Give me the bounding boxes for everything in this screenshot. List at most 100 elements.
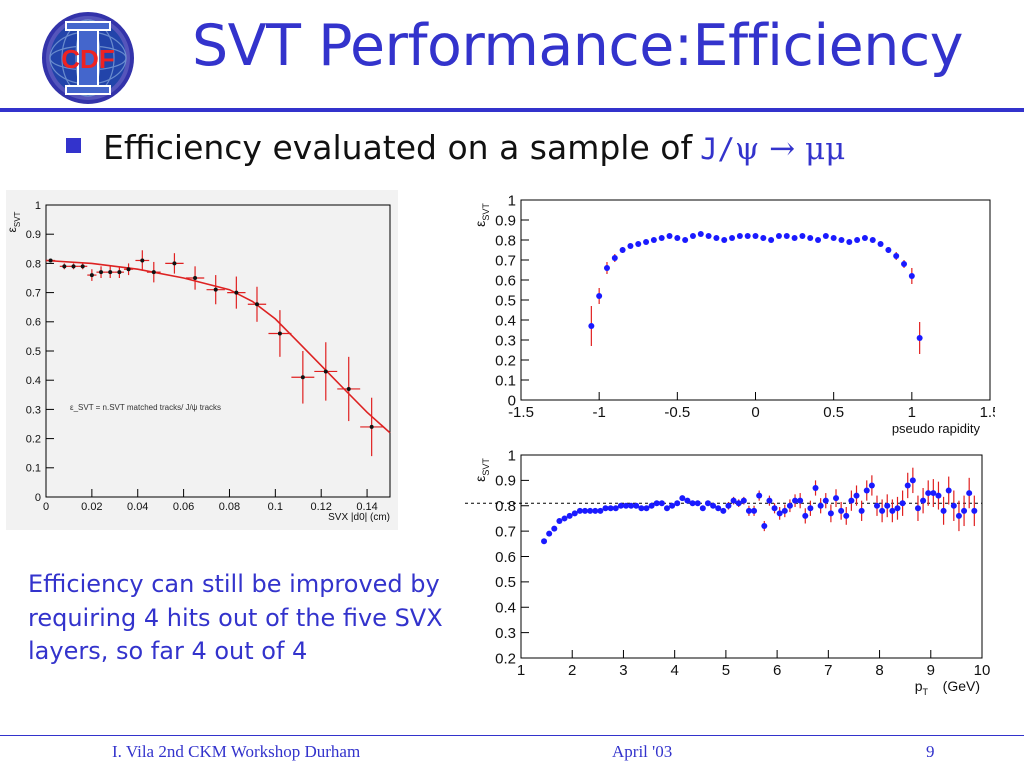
x-tick-label: 0.04 bbox=[127, 501, 148, 513]
data-point bbox=[889, 507, 896, 514]
y-tick-label: 0.9 bbox=[495, 212, 516, 229]
x-tick-label: -1.5 bbox=[508, 404, 534, 421]
data-point bbox=[909, 477, 916, 484]
data-point bbox=[588, 323, 595, 329]
data-point bbox=[607, 505, 614, 512]
data-point bbox=[617, 502, 624, 509]
data-point bbox=[950, 502, 957, 509]
data-point bbox=[858, 507, 865, 514]
y-tick-label: 0.1 bbox=[26, 463, 41, 475]
data-point bbox=[868, 482, 875, 489]
data-point bbox=[736, 233, 743, 239]
y-tick-label: 0.4 bbox=[495, 600, 516, 617]
data-point bbox=[863, 487, 870, 494]
data-point bbox=[254, 302, 259, 307]
data-point bbox=[666, 233, 673, 239]
x-tick-label: 6 bbox=[773, 662, 781, 679]
axis-label: pT bbox=[915, 678, 929, 695]
x-tick-label: 3 bbox=[619, 662, 627, 679]
data-point bbox=[597, 507, 604, 514]
y-tick-label: 0.8 bbox=[495, 232, 516, 249]
data-point bbox=[766, 497, 773, 504]
data-point bbox=[817, 502, 824, 509]
y-tick-label: 0 bbox=[508, 392, 516, 409]
data-point bbox=[715, 505, 722, 512]
data-point bbox=[213, 287, 218, 292]
bullet-square-icon bbox=[66, 138, 81, 153]
axis-label: εSVT bbox=[472, 203, 491, 227]
data-point bbox=[815, 237, 822, 243]
data-point bbox=[300, 375, 305, 380]
data-point bbox=[603, 265, 610, 271]
data-point bbox=[761, 523, 768, 530]
data-point bbox=[802, 512, 809, 519]
data-point bbox=[775, 233, 782, 239]
data-point bbox=[658, 235, 665, 241]
x-tick-label: 9 bbox=[927, 662, 935, 679]
data-point bbox=[323, 369, 328, 374]
data-point bbox=[735, 500, 742, 507]
data-point bbox=[663, 505, 670, 512]
data-point bbox=[627, 243, 634, 249]
y-tick-label: 0.7 bbox=[495, 523, 516, 540]
y-tick-label: 0.2 bbox=[26, 433, 41, 445]
data-point bbox=[830, 235, 837, 241]
data-point bbox=[99, 270, 104, 275]
footer-page-number: 9 bbox=[926, 742, 935, 761]
cdf-logo-text: CDF bbox=[61, 44, 114, 74]
data-point bbox=[71, 264, 76, 269]
x-tick-label: -1 bbox=[592, 404, 605, 421]
y-tick-label: 0.9 bbox=[495, 473, 516, 490]
data-point bbox=[674, 235, 681, 241]
data-point bbox=[689, 233, 696, 239]
y-tick-label: 0.2 bbox=[495, 352, 516, 369]
data-point bbox=[854, 237, 861, 243]
data-point bbox=[277, 331, 282, 336]
data-point bbox=[833, 495, 840, 502]
data-point bbox=[193, 276, 198, 280]
data-point bbox=[682, 237, 689, 243]
data-point bbox=[744, 233, 751, 239]
slide-title: SVT Performance:Efficiency bbox=[192, 13, 963, 79]
bullet-line: Efficiency evaluated on a sample of J/ψ →… bbox=[103, 129, 845, 166]
data-point bbox=[689, 500, 696, 507]
data-point bbox=[546, 530, 553, 537]
data-point bbox=[694, 500, 701, 507]
data-point bbox=[822, 497, 829, 504]
data-point bbox=[648, 502, 655, 509]
data-point bbox=[643, 505, 650, 512]
improvement-note: Efficiency can still be improved by requ… bbox=[28, 570, 443, 666]
data-point bbox=[725, 502, 732, 509]
data-point bbox=[62, 264, 67, 269]
data-point bbox=[126, 267, 131, 272]
data-point bbox=[172, 261, 177, 266]
data-point bbox=[699, 505, 706, 512]
data-point bbox=[720, 507, 727, 514]
data-point bbox=[587, 507, 594, 514]
y-tick-label: 0.5 bbox=[495, 292, 516, 309]
x-tick-label: 8 bbox=[875, 662, 883, 679]
y-tick-label: 0.3 bbox=[495, 332, 516, 349]
data-point bbox=[704, 500, 711, 507]
data-point bbox=[791, 235, 798, 241]
data-point bbox=[756, 492, 763, 499]
data-point bbox=[877, 241, 884, 247]
data-point bbox=[799, 233, 806, 239]
data-point bbox=[901, 261, 908, 267]
data-point bbox=[904, 482, 911, 489]
y-tick-label: 0.7 bbox=[495, 252, 516, 269]
data-point bbox=[684, 497, 691, 504]
data-point bbox=[925, 490, 932, 497]
x-tick-label: 0.1 bbox=[268, 501, 283, 513]
y-tick-label: 0.5 bbox=[26, 346, 41, 358]
data-point bbox=[966, 490, 973, 497]
data-point bbox=[894, 505, 901, 512]
efficiency-vs-d0-plot: 0 0.1 0.2 0.3 0.4 0.5 0.6 0.7 0.8 0.9 1 0 0.02 0.04 0.… bbox=[5, 200, 391, 523]
x-tick-label: 2 bbox=[568, 662, 576, 679]
y-tick-label: 0.6 bbox=[26, 317, 41, 329]
data-point bbox=[566, 512, 573, 519]
data-point bbox=[908, 273, 915, 279]
y-tick-label: 0 bbox=[35, 492, 41, 504]
data-point bbox=[760, 235, 767, 241]
data-point bbox=[571, 510, 578, 517]
